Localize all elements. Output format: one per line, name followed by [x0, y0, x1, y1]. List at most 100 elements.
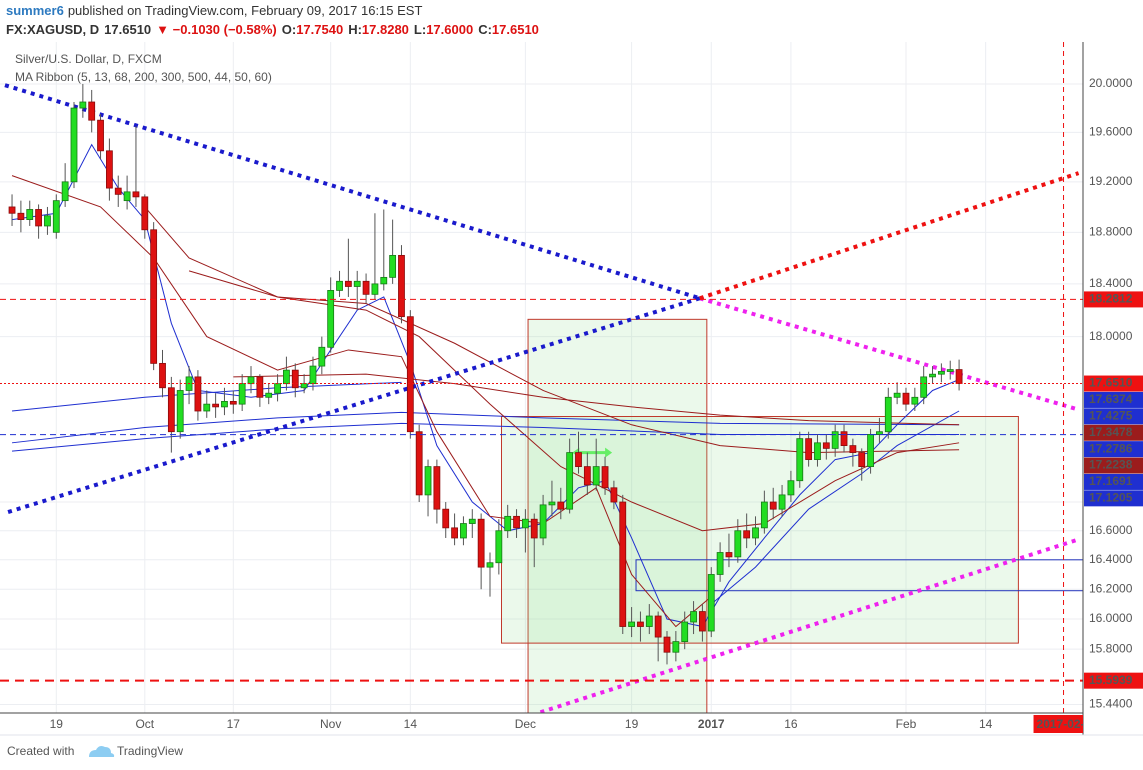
candle-body: [114, 187, 122, 195]
candle-body: [433, 466, 441, 510]
price-label: 18.2812: [1089, 292, 1133, 306]
y-tick-label: 16.0000: [1089, 611, 1133, 625]
ohlc-value: 17.8280: [362, 22, 409, 37]
price-label: 17.6510: [1089, 376, 1133, 390]
x-tick-label: 14: [979, 717, 993, 731]
candle-body: [955, 369, 963, 384]
y-tick-label: 16.4000: [1089, 552, 1133, 566]
footer-brand[interactable]: TradingView: [117, 744, 183, 758]
candle-body: [79, 101, 87, 109]
price-label: 17.2786: [1089, 441, 1133, 455]
ohlc-key: O:: [282, 22, 296, 37]
candle-body: [822, 442, 830, 449]
author: summer6: [6, 3, 64, 18]
x-tick-label: 19: [50, 717, 64, 731]
candle-body: [159, 362, 166, 389]
candle-body: [530, 518, 538, 539]
candle-body: [203, 403, 211, 412]
candle-body: [362, 280, 370, 295]
cursor-label: 2017-02-2: [1033, 715, 1092, 733]
candle-body: [406, 316, 414, 433]
price-label: 17.2238: [1089, 458, 1133, 472]
candle-body: [105, 150, 113, 189]
candle-body: [521, 518, 529, 529]
candle-body: [513, 515, 520, 529]
candle-body: [221, 401, 228, 408]
candle-body: [884, 396, 892, 433]
ohlc-key: C:: [478, 22, 492, 37]
candle-body: [583, 466, 591, 486]
price-label-box: [1084, 441, 1143, 458]
x-tick-label: 14: [404, 717, 418, 731]
brand-logo: [89, 746, 115, 757]
ma-line: [233, 373, 960, 426]
candle-body: [415, 431, 423, 496]
candle-body: [601, 466, 609, 489]
ohlc-key: H:: [348, 22, 362, 37]
candle-body: [716, 552, 724, 575]
y-tick-label: 20.0000: [1089, 76, 1133, 90]
ma-line: [11, 381, 402, 412]
trend-line: [7, 296, 701, 514]
footer-created: Created with: [7, 744, 74, 758]
header-line-1: summer6 published on TradingView.com, Feb…: [6, 3, 422, 18]
candle-body: [371, 283, 379, 295]
y-tick-label: 19.2000: [1089, 174, 1133, 188]
candle-body: [477, 518, 485, 568]
candle-body: [752, 527, 759, 539]
candle-body: [389, 254, 397, 278]
candle-body: [805, 438, 813, 460]
candle-body: [336, 280, 343, 291]
candle-body: [344, 280, 352, 287]
candle-body: [274, 383, 281, 394]
x-tick-label: 2017: [698, 717, 725, 731]
candle-body: [194, 376, 202, 412]
candle-body: [690, 611, 697, 623]
candle-body: [592, 466, 600, 486]
y-tick-label: 18.8000: [1089, 224, 1133, 238]
candle-body: [460, 523, 467, 539]
candle-body: [867, 434, 874, 468]
candle-body: [619, 501, 627, 627]
candle-body: [778, 494, 786, 510]
x-tick-label: 16: [784, 717, 798, 731]
candle-body: [937, 371, 945, 375]
candle-body: [920, 376, 928, 398]
ohlc-key: L:: [414, 22, 426, 37]
trend-line: [4, 83, 701, 301]
price-label-box: [1084, 490, 1143, 507]
x-tick-label: 17: [227, 717, 241, 731]
candle-body: [831, 431, 839, 449]
y-tick-label: 15.8000: [1089, 641, 1133, 655]
legend-indicator: MA Ribbon (5, 13, 68, 200, 300, 500, 44,…: [15, 70, 272, 84]
candle-body: [637, 621, 644, 627]
candle-body: [486, 562, 494, 568]
published: published on TradingView.com, February 0…: [68, 3, 423, 18]
price-label-box: [1084, 408, 1143, 425]
candle-body: [699, 611, 706, 632]
candle-body: [26, 209, 34, 220]
candle-body: [557, 501, 565, 510]
candle-body: [787, 480, 795, 496]
y-tick-label: 18.4000: [1089, 276, 1133, 290]
candle-body: [575, 452, 582, 468]
zone-rectangle: [635, 559, 1083, 592]
candle-body: [61, 181, 69, 202]
candle-body: [380, 276, 388, 285]
x-tick-label: Feb: [896, 717, 917, 731]
price-label-box: [1084, 457, 1143, 474]
ma-line: [710, 410, 960, 605]
price-label: 17.3478: [1089, 425, 1133, 439]
candle-body: [327, 290, 335, 348]
candle-body: [495, 530, 503, 564]
candle-body: [318, 346, 326, 367]
candle-body: [796, 438, 804, 482]
price-label-box: [1084, 391, 1143, 408]
candle-body: [707, 574, 715, 632]
candle-body: [398, 254, 405, 318]
candle-body: [663, 636, 671, 653]
candle-body: [17, 212, 25, 220]
cursor-label-text: 2017-02-2: [1037, 717, 1092, 731]
last-price: 17.6510: [104, 22, 151, 37]
